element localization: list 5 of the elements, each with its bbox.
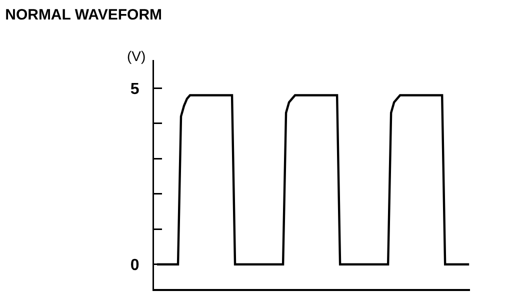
line-series [156, 94, 470, 266]
chart-title: NORMAL WAVEFORM [5, 6, 162, 24]
y-tick-label: 5 [130, 80, 140, 98]
y-tick-label: 0 [130, 256, 140, 274]
y-axis-title: (V) [127, 48, 146, 64]
